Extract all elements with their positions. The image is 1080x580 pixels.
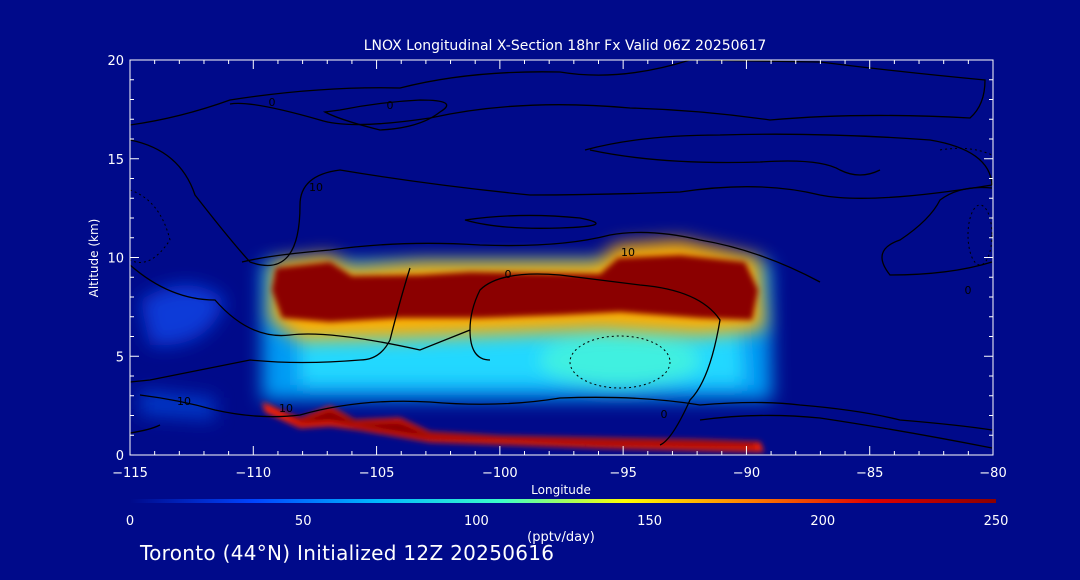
x-axis: −115 −110 −105 −100 −95 −90 −85 −80 bbox=[112, 60, 1007, 481]
y-tick-label: 20 bbox=[107, 54, 124, 69]
x-tick-label: −85 bbox=[856, 466, 883, 481]
x-tick-label: −80 bbox=[979, 466, 1006, 481]
x-tick-label: −100 bbox=[482, 466, 518, 481]
field-layer: 0 0 0 0 0 10 10 10 10 bbox=[130, 60, 993, 452]
contour-label: 10 bbox=[309, 181, 323, 194]
chart-title: LNOX Longitudinal X-Section 18hr Fx Vali… bbox=[364, 38, 767, 54]
colorbar-tick-label: 50 bbox=[295, 514, 312, 529]
y-tick-label: 5 bbox=[116, 350, 124, 365]
y-axis-label: Altitude (km) bbox=[87, 219, 101, 298]
contour-label: 10 bbox=[177, 395, 191, 408]
colorbar-tick-label: 0 bbox=[126, 514, 134, 529]
contour-label-layer: 0 0 0 0 0 10 10 10 10 bbox=[177, 96, 972, 421]
x-tick-label: −110 bbox=[235, 466, 271, 481]
contour-label: 0 bbox=[965, 284, 972, 297]
y-tick-label: 10 bbox=[107, 252, 124, 267]
colorbar bbox=[130, 499, 996, 503]
contour-label: 10 bbox=[279, 402, 293, 415]
contour-label: 0 bbox=[387, 99, 394, 112]
dashed-contours bbox=[130, 147, 993, 389]
x-tick-label: −115 bbox=[112, 466, 148, 481]
contour-label: 0 bbox=[269, 96, 276, 109]
x-tick-label: −90 bbox=[733, 466, 760, 481]
y-tick-label: 0 bbox=[116, 449, 124, 464]
colorbar-tick-label: 150 bbox=[637, 514, 662, 529]
x-axis-label: Longitude bbox=[531, 483, 591, 497]
upper-band-core bbox=[272, 255, 758, 322]
init-caption: Toronto (44°N) Initialized 12Z 20250616 bbox=[140, 541, 555, 565]
y-axis: 0 5 10 15 20 bbox=[107, 54, 993, 464]
colorbar-ticks: 0 50 100 150 200 250 bbox=[126, 514, 1009, 529]
surface-band bbox=[262, 402, 764, 452]
colorbar-tick-label: 200 bbox=[810, 514, 835, 529]
contour-lines bbox=[130, 60, 993, 449]
contour-label: 0 bbox=[505, 268, 512, 281]
colorbar-units: (pptv/day) bbox=[527, 530, 595, 545]
x-tick-label: −95 bbox=[609, 466, 636, 481]
colorbar-tick-label: 100 bbox=[464, 514, 489, 529]
x-tick-label: −105 bbox=[359, 466, 395, 481]
colorbar-tick-label: 250 bbox=[984, 514, 1009, 529]
y-tick-label: 15 bbox=[107, 153, 124, 168]
contour-label: 10 bbox=[621, 246, 635, 259]
contour-label: 0 bbox=[661, 408, 668, 421]
